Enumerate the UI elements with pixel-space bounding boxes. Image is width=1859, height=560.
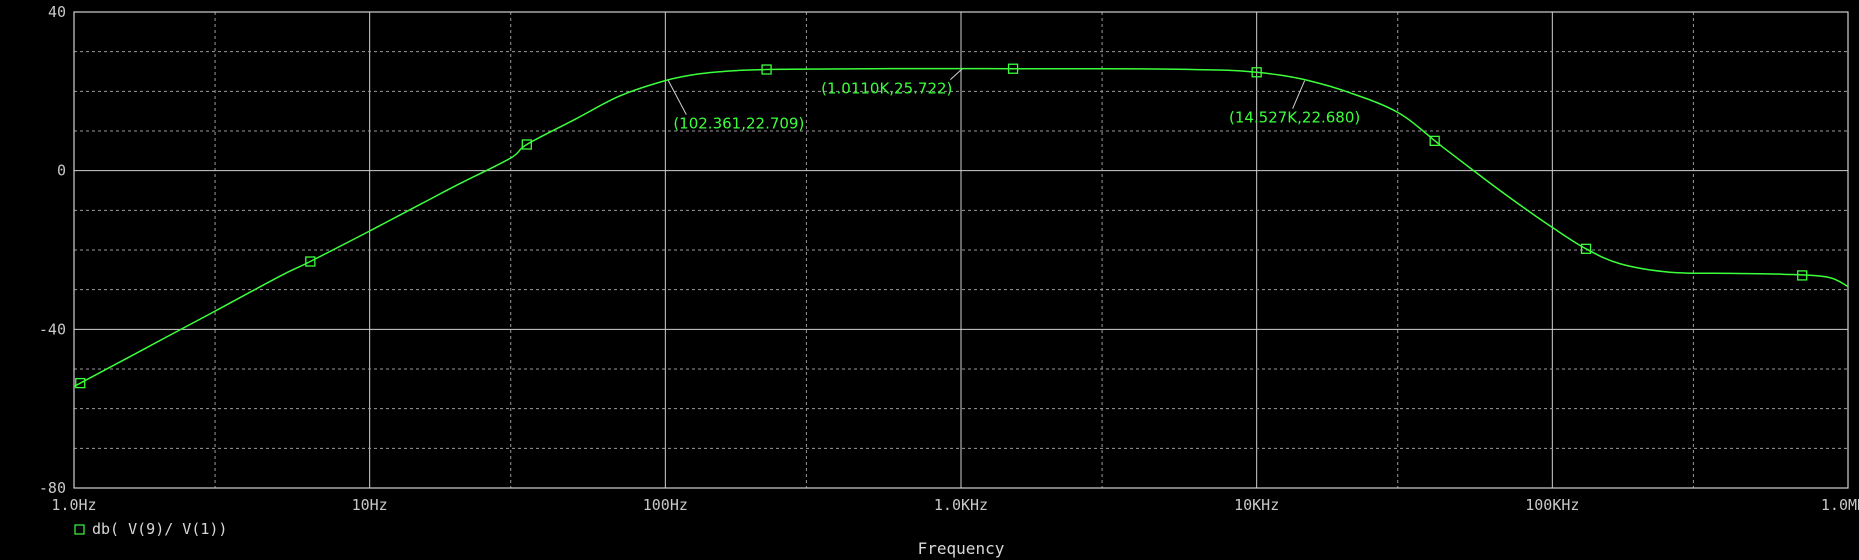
x-tick-label: 10Hz	[352, 496, 388, 514]
y-tick-label: -80	[39, 479, 66, 497]
x-axis-label: Frequency	[918, 539, 1005, 558]
y-tick-label: 0	[57, 162, 66, 180]
y-tick-label: 40	[48, 3, 66, 21]
x-tick-label: 1.0Hz	[51, 496, 96, 514]
annotation-label: (1.0110K,25.722)	[821, 80, 952, 98]
x-tick-label: 1.0MHz	[1821, 496, 1859, 514]
x-tick-label: 100KHz	[1525, 496, 1579, 514]
x-tick-label: 1.0KHz	[934, 496, 988, 514]
x-tick-label: 10KHz	[1234, 496, 1279, 514]
y-tick-label: -40	[39, 320, 66, 338]
legend: db( V(9)/ V(1))	[75, 520, 227, 538]
annotation-label: (14.527K,22.680)	[1229, 109, 1360, 127]
legend-entry: db( V(9)/ V(1))	[92, 520, 227, 538]
x-tick-label: 100Hz	[643, 496, 688, 514]
annotation-label: (102.361,22.709)	[673, 115, 804, 133]
